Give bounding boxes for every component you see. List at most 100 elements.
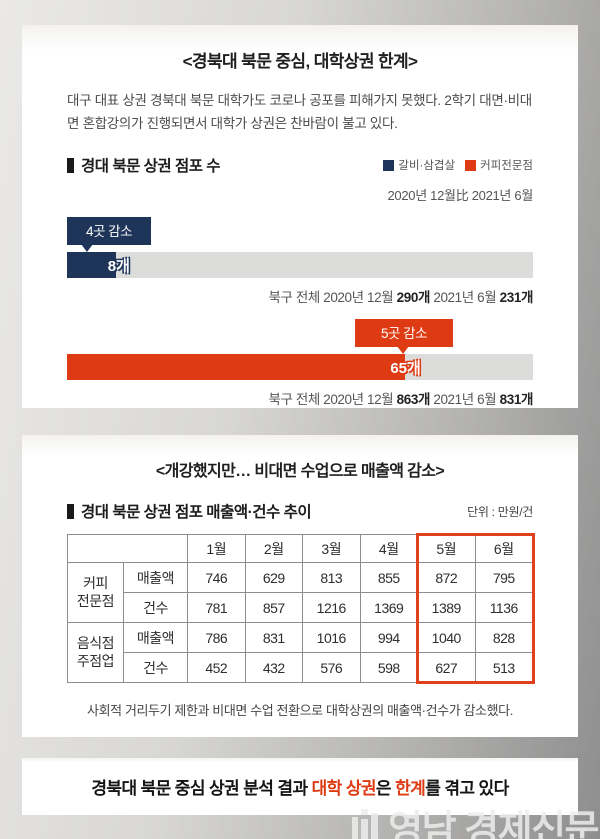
conclusion-banner: 경북대 북문 중심 상권 분석 결과 대학 상권은 한계를 겪고 있다 <box>22 758 578 815</box>
store-count-card: <경북대 북문 중심, 대학상권 한계> 대구 대표 상권 경북대 북문 대학가… <box>22 25 578 408</box>
group-label-restaurant: 음식점 주점업 <box>67 622 124 683</box>
table-cell: 795 <box>474 562 533 593</box>
period-note: 2020년 12월比 2021년 6월 <box>387 188 533 204</box>
legend-swatch-navy-icon <box>383 159 395 171</box>
bar-fill-coffee: 65개 <box>67 354 421 381</box>
footnote-value-2020: 863개 <box>396 392 431 408</box>
group-label-coffee: 커피 전문점 <box>67 562 124 623</box>
section-marker-icon <box>67 157 74 173</box>
conclusion-part2: 은 <box>375 779 396 798</box>
table-cell: 1216 <box>302 592 361 623</box>
table-cell: 855 <box>359 562 418 593</box>
chart-header-row: 경대 북문 상권 점포 수 갈비·삼겹살 커피전문점 <box>67 154 533 176</box>
table-head-row: 1월 2월 3월 4월 5월 6월 <box>67 534 533 563</box>
table-row: 건수 781 857 1216 1369 1389 1136 <box>68 592 533 623</box>
legend-label-coffee: 커피전문점 <box>480 160 533 173</box>
legend-item-galbi: 갈비·삼겹살 <box>383 157 455 173</box>
table-cell: 813 <box>302 562 361 593</box>
chart-section-title: 경대 북문 상권 점포 수 <box>67 154 221 176</box>
table-cell: 513 <box>474 652 533 683</box>
chart-legend: 갈비·삼겹살 커피전문점 <box>383 157 533 173</box>
table-cell: 1136 <box>474 592 533 623</box>
group-label-line: 주점업 <box>76 652 115 669</box>
group-label-line: 음식점 <box>76 635 115 651</box>
month-header: 3월 <box>302 534 361 563</box>
conclusion-accent2: 한계 <box>395 779 426 798</box>
table-cell: 786 <box>187 622 246 653</box>
table-cell: 1369 <box>359 592 418 623</box>
table-cell: 1040 <box>417 622 476 653</box>
bar-group-coffee: 5곳 감소 65개 북구 전체 2020년 12월 863개 2021년 6월 … <box>67 319 533 408</box>
group-label-line: 전문점 <box>76 592 115 609</box>
empty-header-cell <box>67 534 188 563</box>
sales-table-wrap: 1월 2월 3월 4월 5월 6월 커피 전문점 매출액 746 629 813 <box>67 533 535 684</box>
section-marker-icon <box>67 503 74 519</box>
month-header: 2월 <box>244 534 303 563</box>
metric-label: 건수 <box>123 592 188 623</box>
table-cell: 746 <box>187 562 246 593</box>
card1-title: <경북대 북문 중심, 대학상권 한계> <box>182 52 418 71</box>
table-cell: 1389 <box>417 592 476 623</box>
footnote-value-2021: 831개 <box>499 392 534 408</box>
watermark: 영남 경제신문 <box>351 798 599 839</box>
table-cell: 831 <box>244 622 303 653</box>
decrease-badge-coffee: 5곳 감소 <box>355 319 454 355</box>
legend-item-coffee: 커피전문점 <box>465 157 533 173</box>
table-cell: 994 <box>359 622 418 653</box>
bar-value-galbi: 8개 <box>107 257 130 275</box>
bar-group-galbi: 4곳 감소 8개 북구 전체 2020년 12월 290개 2021년 6월 2… <box>67 217 533 306</box>
watermark-text: 영남 경제신문 <box>388 809 599 839</box>
legend-label-galbi: 갈비·삼겹살 <box>398 160 456 173</box>
table-row: 커피 전문점 매출액 746 629 813 855 872 795 <box>67 562 533 623</box>
table-cell: 629 <box>244 562 303 593</box>
table-row: 음식점 주점업 매출액 786 831 1016 994 1040 828 <box>67 622 533 683</box>
metric-label: 매출액 <box>123 562 188 593</box>
group-label-line: 커피 <box>83 575 108 591</box>
conclusion-accent1: 대학 상권 <box>311 779 377 798</box>
conclusion-text: 경북대 북문 중심 상권 분석 결과 대학 상권은 한계를 겪고 있다 <box>91 774 509 799</box>
month-header: 6월 <box>474 534 533 563</box>
conclusion-part1: 경북대 북문 중심 상권 분석 결과 <box>91 779 312 798</box>
bar-track-galbi: 8개 <box>67 252 533 279</box>
footnote-mid: 2021년 6월 <box>433 290 497 306</box>
month-header: 1월 <box>187 534 246 563</box>
table-section-title: 경대 북문 상권 점포 매출액·건수 추이 <box>67 500 312 522</box>
footnote-value-2020: 290개 <box>396 290 431 306</box>
unit-note: 단위 : 만원/건 <box>467 504 533 519</box>
table-cell: 857 <box>244 592 303 623</box>
table-cell: 432 <box>244 652 303 683</box>
month-header: 5월 <box>417 534 476 563</box>
district-footnote-galbi: 북구 전체 2020년 12월 290개 2021년 6월 231개 <box>67 286 533 306</box>
sales-table: 1월 2월 3월 4월 5월 6월 커피 전문점 매출액 746 629 813 <box>67 534 533 683</box>
table-cell: 828 <box>474 622 533 653</box>
table-cell: 872 <box>417 562 476 593</box>
table-header-row: 경대 북문 상권 점포 매출액·건수 추이 단위 : 만원/건 <box>67 500 533 522</box>
footnote-mid: 2021년 6월 <box>433 392 497 408</box>
bar-track-coffee: 65개 <box>67 354 533 381</box>
footnote-value-2021: 231개 <box>499 290 534 306</box>
district-footnote-coffee: 북구 전체 2020년 12월 863개 2021년 6월 831개 <box>67 388 533 408</box>
metric-label: 매출액 <box>123 622 188 653</box>
metric-label: 건수 <box>123 652 188 683</box>
footnote-prefix: 북구 전체 2020년 12월 <box>268 290 394 306</box>
table-cell: 452 <box>187 652 246 683</box>
table-cell: 576 <box>302 652 361 683</box>
intro-paragraph: 대구 대표 상권 경북대 북문 대학가도 코로나 공포를 피해가지 못했다. 2… <box>67 93 532 132</box>
bar-fill-galbi: 8개 <box>67 252 130 279</box>
table-caption: 사회적 거리두기 제한과 비대면 수업 전환으로 대학상권의 매출액·건수가 감… <box>87 703 513 718</box>
table-cell: 1016 <box>302 622 361 653</box>
publisher-logo-icon <box>352 808 379 839</box>
table-cell: 781 <box>187 592 246 623</box>
table-section-title-text: 경대 북문 상권 점포 매출액·건수 추이 <box>81 504 312 521</box>
month-header: 4월 <box>359 534 418 563</box>
decrease-badge-galbi: 4곳 감소 <box>67 217 152 253</box>
table-cell: 627 <box>417 652 476 683</box>
legend-swatch-red-icon <box>465 159 477 171</box>
conclusion-part3: 를 겪고 있다 <box>425 779 509 798</box>
card2-title: <개강했지만… 비대면 수업으로 매출액 감소> <box>155 463 445 480</box>
table-cell: 598 <box>359 652 418 683</box>
bar-value-coffee: 65개 <box>390 359 421 377</box>
table-row: 건수 452 432 576 598 627 513 <box>68 652 533 683</box>
footnote-prefix: 북구 전체 2020년 12월 <box>268 392 394 408</box>
